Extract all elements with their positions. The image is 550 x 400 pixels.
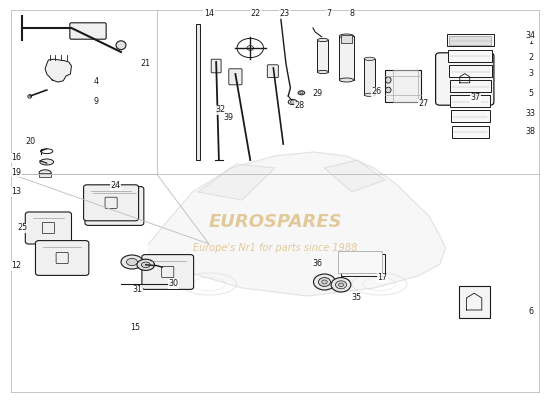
Ellipse shape: [314, 274, 336, 290]
Text: 27: 27: [419, 100, 428, 108]
Text: 23: 23: [280, 10, 290, 18]
Ellipse shape: [288, 99, 297, 105]
Text: 32: 32: [215, 106, 225, 114]
Text: 34: 34: [526, 32, 536, 40]
Text: 29: 29: [313, 90, 323, 98]
Text: 5: 5: [528, 90, 534, 98]
Text: 24: 24: [111, 182, 120, 190]
Text: 13: 13: [12, 188, 21, 196]
Ellipse shape: [317, 70, 328, 74]
FancyBboxPatch shape: [211, 59, 221, 73]
Text: 6: 6: [528, 308, 534, 316]
Polygon shape: [45, 59, 72, 82]
FancyBboxPatch shape: [25, 212, 72, 244]
Text: 33: 33: [526, 110, 536, 118]
Text: 1: 1: [528, 38, 534, 46]
Text: 25: 25: [17, 224, 27, 232]
Ellipse shape: [126, 258, 138, 266]
Text: 7: 7: [326, 10, 332, 18]
Ellipse shape: [386, 87, 391, 93]
Polygon shape: [148, 152, 446, 296]
Text: 36: 36: [313, 260, 323, 268]
Text: 31: 31: [133, 286, 142, 294]
Ellipse shape: [40, 159, 54, 165]
FancyBboxPatch shape: [267, 65, 278, 78]
Text: 17: 17: [377, 274, 387, 282]
Ellipse shape: [339, 34, 354, 38]
FancyBboxPatch shape: [142, 254, 194, 290]
Ellipse shape: [386, 77, 391, 83]
Ellipse shape: [121, 255, 143, 269]
Ellipse shape: [322, 280, 327, 284]
Ellipse shape: [318, 278, 331, 286]
Text: EUROSPARES: EUROSPARES: [208, 213, 342, 231]
Bar: [341, 35, 352, 43]
Text: 16: 16: [12, 154, 21, 162]
Bar: [345, 258, 381, 273]
Polygon shape: [324, 160, 385, 192]
Text: 20: 20: [25, 138, 35, 146]
Text: 39: 39: [223, 114, 233, 122]
Bar: [450, 80, 491, 92]
Ellipse shape: [339, 78, 354, 82]
Text: 26: 26: [372, 88, 382, 96]
Bar: [450, 95, 491, 107]
Ellipse shape: [364, 93, 375, 96]
Text: 21: 21: [141, 60, 151, 68]
FancyBboxPatch shape: [84, 185, 139, 221]
Text: 30: 30: [168, 280, 178, 288]
Ellipse shape: [116, 41, 126, 50]
Bar: [452, 126, 489, 138]
Ellipse shape: [338, 283, 343, 286]
Ellipse shape: [247, 46, 254, 50]
Text: 4: 4: [94, 78, 99, 86]
FancyBboxPatch shape: [35, 241, 89, 275]
Bar: [451, 110, 490, 122]
Ellipse shape: [137, 259, 155, 270]
Bar: [449, 36, 492, 45]
Text: 9: 9: [94, 98, 99, 106]
Bar: [449, 65, 492, 77]
Text: 38: 38: [526, 128, 536, 136]
Ellipse shape: [141, 262, 150, 268]
Text: 15: 15: [130, 324, 140, 332]
Bar: [447, 34, 494, 46]
Bar: [39, 173, 51, 177]
Text: 14: 14: [204, 10, 214, 18]
Ellipse shape: [336, 281, 346, 289]
Text: 12: 12: [12, 262, 21, 270]
Text: 19: 19: [12, 168, 21, 176]
Bar: [385, 70, 421, 102]
Bar: [393, 70, 418, 102]
Bar: [448, 50, 492, 62]
Text: 37: 37: [471, 94, 481, 102]
Bar: [459, 286, 490, 318]
Ellipse shape: [28, 94, 32, 98]
Ellipse shape: [298, 91, 305, 95]
Ellipse shape: [39, 170, 51, 176]
FancyBboxPatch shape: [436, 53, 494, 105]
FancyBboxPatch shape: [229, 69, 242, 85]
Ellipse shape: [317, 38, 328, 42]
Bar: [317, 40, 328, 72]
Text: 8: 8: [349, 10, 355, 18]
FancyBboxPatch shape: [70, 23, 106, 39]
Bar: [364, 59, 375, 95]
Text: 35: 35: [351, 294, 361, 302]
Bar: [341, 254, 385, 276]
Polygon shape: [198, 164, 275, 200]
Ellipse shape: [331, 278, 351, 292]
Text: 22: 22: [251, 10, 261, 18]
Bar: [196, 24, 200, 160]
Text: 28: 28: [295, 102, 305, 110]
Ellipse shape: [364, 57, 375, 60]
Text: 2: 2: [528, 54, 534, 62]
Text: Europe's Nr1 for parts since 1988: Europe's Nr1 for parts since 1988: [193, 243, 357, 253]
Bar: [339, 36, 354, 80]
FancyBboxPatch shape: [85, 186, 144, 226]
Text: 3: 3: [528, 70, 534, 78]
Bar: [338, 251, 382, 273]
